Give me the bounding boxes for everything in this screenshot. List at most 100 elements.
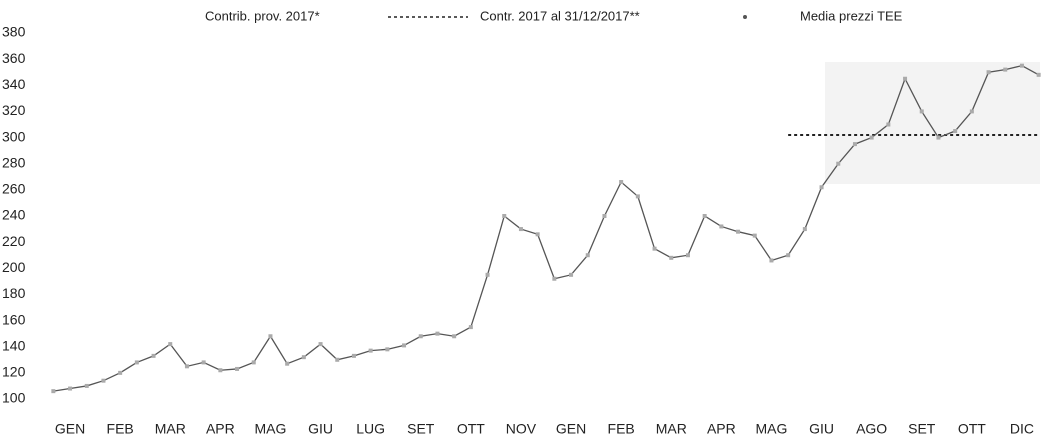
point [318, 342, 323, 347]
point [752, 233, 757, 238]
point [769, 258, 774, 263]
y-tick-label: 240 [2, 207, 26, 223]
point [84, 383, 89, 388]
y-tick-label: 140 [2, 337, 26, 353]
point [602, 214, 607, 218]
point [335, 357, 340, 362]
point [368, 348, 373, 353]
point [535, 232, 540, 237]
x-tick-label: LUG [356, 421, 385, 437]
point [1003, 67, 1008, 72]
point [468, 325, 473, 330]
point [836, 161, 841, 166]
point [886, 122, 891, 127]
x-tick-label: GEN [55, 421, 85, 437]
x-tick-label: MAR [155, 421, 186, 437]
y-tick-label: 200 [2, 259, 26, 275]
point [986, 70, 991, 75]
y-tick-label: 340 [2, 76, 26, 92]
point [201, 360, 206, 365]
point [802, 227, 807, 232]
x-tick-label: MAG [255, 421, 287, 437]
x-tick-label: SET [407, 421, 435, 437]
x-tick-label: OTT [457, 421, 485, 437]
y-tick-label: 220 [2, 233, 26, 249]
x-tick-label: MAR [656, 421, 687, 437]
x-tick-label: FEB [608, 421, 635, 437]
legend-label: Contr. 2017 al 31/12/2017** [480, 8, 640, 23]
point [435, 331, 440, 336]
point [184, 364, 189, 369]
x-tick-label: GIU [308, 421, 333, 437]
point [118, 370, 123, 375]
point [552, 276, 557, 281]
point [452, 334, 457, 339]
y-tick-label: 300 [2, 128, 26, 144]
point [819, 185, 824, 190]
y-tick-label: 320 [2, 102, 26, 118]
point [969, 109, 974, 114]
point [51, 389, 56, 394]
point [418, 334, 423, 339]
x-tick-label: APR [206, 421, 235, 437]
point [385, 347, 390, 352]
point [1036, 72, 1041, 77]
point [351, 353, 356, 358]
x-tick-label: MAG [756, 421, 788, 437]
x-tick-label: APR [707, 421, 736, 437]
y-tick-label: 380 [2, 24, 26, 40]
point [1019, 63, 1024, 68]
x-tick-label: OTT [958, 421, 986, 437]
x-tick-label: FEB [107, 421, 134, 437]
series-line [53, 64, 1039, 392]
point [953, 129, 958, 134]
point [869, 135, 874, 140]
x-tick-label: GEN [556, 421, 586, 437]
point [852, 142, 857, 147]
point [268, 334, 273, 339]
point [502, 214, 507, 218]
point [134, 360, 139, 365]
point [619, 180, 624, 185]
point [301, 355, 306, 360]
x-tick-label: DIC [1010, 421, 1034, 437]
point [669, 255, 674, 260]
y-tick-label: 260 [2, 181, 26, 197]
point [218, 368, 223, 373]
point [936, 135, 941, 140]
point [919, 109, 924, 114]
y-tick-label: 360 [2, 50, 26, 66]
x-tick-label: AGO [856, 421, 887, 437]
point [786, 253, 791, 258]
point [101, 378, 106, 383]
x-tick-label: GIU [809, 421, 834, 437]
legend-swatch [743, 15, 747, 19]
point [635, 194, 640, 199]
point [685, 253, 690, 258]
point [585, 253, 590, 258]
point [251, 360, 256, 365]
y-tick-label: 160 [2, 311, 26, 327]
y-tick-label: 180 [2, 285, 26, 301]
legend-label: Media prezzi TEE [800, 8, 903, 23]
point [68, 386, 73, 391]
point [235, 366, 240, 371]
point [736, 229, 741, 234]
point [485, 272, 490, 277]
shaded-area [825, 62, 1040, 184]
x-tick-label: NOV [506, 421, 537, 437]
legend-label: Contrib. prov. 2017* [205, 8, 320, 23]
point [285, 361, 290, 366]
point [652, 246, 657, 251]
point [719, 224, 724, 229]
y-tick-label: 280 [2, 154, 26, 170]
point [569, 272, 574, 277]
point [402, 343, 407, 348]
y-tick-label: 120 [2, 364, 26, 380]
point [903, 76, 908, 81]
y-tick-label: 100 [2, 390, 26, 406]
x-tick-label: SET [908, 421, 936, 437]
point [151, 353, 156, 358]
point [702, 214, 707, 218]
